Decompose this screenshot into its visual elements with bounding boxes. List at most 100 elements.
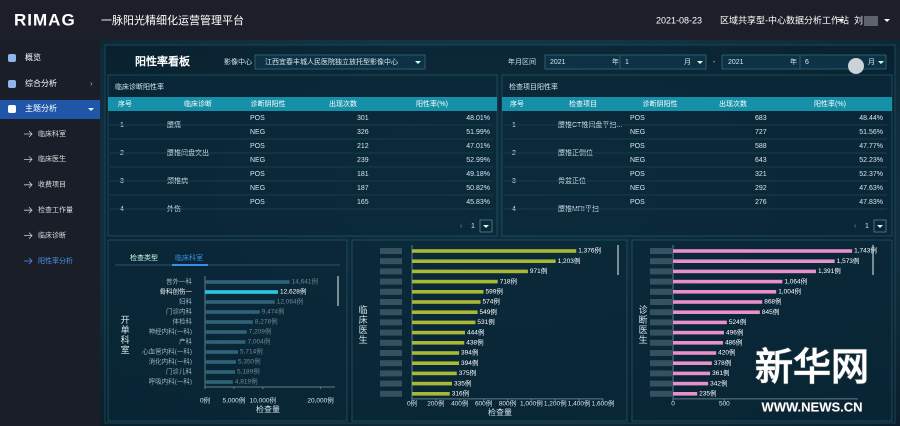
x-tick-label: 500 xyxy=(719,401,730,408)
cell-count: 276 xyxy=(755,199,767,206)
page-prev[interactable]: ‹ xyxy=(854,223,857,230)
submenu-item[interactable]: 阳性率分析 xyxy=(38,256,73,265)
value-label: 378例 xyxy=(714,358,731,367)
name-blur xyxy=(380,360,402,367)
cell-type: POS xyxy=(630,199,645,206)
chart-tab[interactable]: 检查类型 xyxy=(130,253,158,262)
submenu-item[interactable]: 检查工作量 xyxy=(38,205,73,214)
cell-count: 321 xyxy=(755,171,767,178)
filter-separator: - xyxy=(713,59,716,66)
name-blur xyxy=(650,248,672,254)
app-title: 一脉阳光精细化运营管理平台 xyxy=(101,13,244,27)
page-size[interactable] xyxy=(479,219,493,233)
table-title: 检查项目阳性率 xyxy=(509,82,558,91)
scrollbar xyxy=(617,245,619,275)
name-blur xyxy=(650,258,672,265)
submenu-item[interactable]: 收费项目 xyxy=(38,180,66,189)
value-label: 438例 xyxy=(466,338,483,347)
submenu-item[interactable]: 临床科室 xyxy=(38,129,66,138)
menu-item[interactable]: 主题分析 xyxy=(25,103,57,113)
bar xyxy=(673,320,727,325)
workspace[interactable]: 区域共享型-中心数据分析工作站 xyxy=(720,14,849,25)
float-button[interactable] xyxy=(848,58,864,74)
bar xyxy=(412,249,577,253)
bar xyxy=(412,279,498,284)
bar xyxy=(412,341,465,345)
name-blur xyxy=(380,288,402,295)
select-box[interactable] xyxy=(619,54,707,70)
cell-count: 212 xyxy=(357,143,369,150)
bar xyxy=(205,310,260,314)
bar xyxy=(205,370,235,374)
arrow-icon xyxy=(24,232,33,239)
dropdown-icon xyxy=(877,225,883,228)
cell-rate: 48.44% xyxy=(859,115,883,122)
cell-rate: 49.18% xyxy=(466,171,490,178)
name-blur xyxy=(380,299,402,305)
value-label: 599例 xyxy=(486,287,503,296)
row-name: 颈椎病 xyxy=(167,176,188,185)
page-prev[interactable]: ‹ xyxy=(460,223,463,230)
value-label: 8,278例 xyxy=(255,317,278,326)
filter-value[interactable]: 江西宜春丰城人民医院独立放托型影像中心 xyxy=(265,57,398,66)
bar xyxy=(205,360,236,364)
menu-item[interactable]: 概览 xyxy=(25,52,41,62)
cell-type: POS xyxy=(250,115,265,122)
value-label: 12,628例 xyxy=(280,287,306,296)
select-box[interactable] xyxy=(799,54,887,70)
filter-unit: 年 xyxy=(612,57,619,66)
value-label: 486例 xyxy=(725,338,742,347)
page-size[interactable] xyxy=(873,219,887,233)
column-header: 检查项目 xyxy=(569,99,597,108)
name-blur xyxy=(650,319,672,326)
dropdown-icon xyxy=(878,61,884,64)
row-name: 外伤 xyxy=(167,204,181,213)
row-name: 腰椎正侧位 xyxy=(558,148,593,157)
x-tick-label: 1,400例 xyxy=(568,399,591,408)
user[interactable]: 刘 xyxy=(854,14,863,25)
x-tick-label: 0 xyxy=(671,401,675,408)
value-label: 394例 xyxy=(461,348,478,357)
category-label: 心血管内科(一科) xyxy=(142,347,192,356)
x-tick-label: 10,000例 xyxy=(250,396,276,405)
chart-tab[interactable]: 临床科室 xyxy=(175,253,203,262)
value-label: 868例 xyxy=(764,297,781,306)
x-tick-label: 1,000例 xyxy=(520,399,543,408)
page-number: 1 xyxy=(865,223,869,230)
name-blur xyxy=(380,258,402,265)
cell-count: 727 xyxy=(755,129,767,136)
submenu-item[interactable]: 临床医生 xyxy=(38,154,66,163)
cell-count: 292 xyxy=(755,185,767,192)
category-label: 呼吸内科(一科) xyxy=(149,377,192,386)
column-header: 序号 xyxy=(118,99,132,108)
cell-type: NEG xyxy=(250,185,265,192)
y-axis-label: 诊断医生 xyxy=(638,304,648,345)
bar xyxy=(205,280,290,284)
name-blur xyxy=(650,390,672,397)
name-blur xyxy=(650,278,672,285)
submenu-item[interactable]: 临床诊断 xyxy=(38,230,66,239)
bar xyxy=(205,380,233,384)
value-label: 1,743例 xyxy=(854,246,877,255)
cell-type: POS xyxy=(250,143,265,150)
scrollbar xyxy=(872,245,874,275)
category-label: 普外一科 xyxy=(166,277,193,286)
name-blur xyxy=(380,370,402,377)
menu-item[interactable]: 综合分析 xyxy=(25,78,57,88)
value-label: 394例 xyxy=(461,358,478,367)
user-blur xyxy=(864,16,878,26)
cell-rate: 52.37% xyxy=(859,171,883,178)
category-label: 体检科 xyxy=(173,317,193,326)
select-box[interactable] xyxy=(254,54,426,70)
category-label: 消化内科(一科) xyxy=(149,357,192,366)
bar xyxy=(412,361,460,365)
bar xyxy=(673,269,816,274)
value-label: 1,203例 xyxy=(558,256,581,265)
category-label: 产科 xyxy=(179,337,193,346)
value-label: 496例 xyxy=(726,327,743,336)
date: 2021-08-23 xyxy=(656,15,702,25)
name-blur xyxy=(380,309,402,316)
name-blur xyxy=(380,380,402,387)
name-blur xyxy=(380,248,402,254)
cell-rate: 50.82% xyxy=(466,185,490,192)
